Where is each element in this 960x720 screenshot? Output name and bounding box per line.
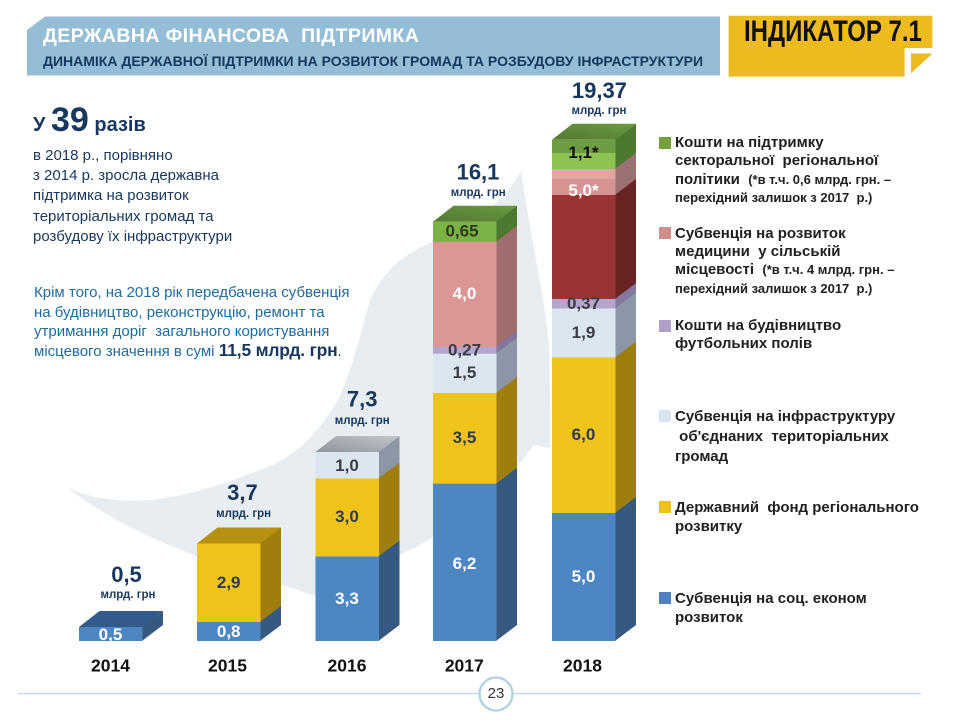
svg-text:0,5: 0,5 (111, 562, 142, 587)
svg-text:16,1: 16,1 (457, 160, 500, 185)
svg-text:0,5: 0,5 (99, 625, 123, 644)
svg-text:млрд. грн: млрд. грн (451, 187, 506, 199)
svg-text:3,3: 3,3 (335, 589, 359, 608)
svg-text:1,0: 1,0 (335, 456, 359, 475)
svg-text:млрд. грн: млрд. грн (335, 415, 390, 427)
svg-text:3,7: 3,7 (227, 480, 258, 505)
svg-text:1,1*: 1,1* (568, 143, 599, 162)
svg-text:5,0: 5,0 (572, 567, 596, 586)
svg-text:2,9: 2,9 (217, 573, 241, 592)
svg-text:5,0*: 5,0* (568, 181, 599, 200)
svg-text:6,2: 6,2 (453, 554, 477, 573)
svg-text:0,8: 0,8 (217, 622, 241, 641)
svg-text:млрд. грн: млрд. грн (571, 105, 626, 117)
svg-text:1,5: 1,5 (453, 363, 477, 382)
svg-text:1,9: 1,9 (572, 323, 596, 342)
svg-text:4,0: 4,0 (453, 284, 477, 303)
svg-text:3,0: 3,0 (335, 507, 359, 526)
svg-text:19,37: 19,37 (572, 78, 627, 103)
svg-text:2016: 2016 (328, 655, 367, 675)
svg-text:0,65: 0,65 (445, 222, 478, 241)
svg-text:2017: 2017 (445, 655, 484, 675)
svg-text:0,37: 0,37 (567, 294, 600, 313)
svg-text:2015: 2015 (208, 655, 247, 675)
svg-text:2014: 2014 (91, 655, 130, 675)
svg-text:млрд. грн: млрд. грн (216, 508, 271, 520)
svg-text:7,3: 7,3 (347, 387, 378, 412)
svg-text:3,5: 3,5 (453, 428, 477, 447)
svg-text:6,0: 6,0 (572, 425, 596, 444)
svg-text:2018: 2018 (563, 655, 602, 675)
svg-text:млрд. грн: млрд. грн (100, 589, 155, 601)
svg-text:0,27: 0,27 (448, 341, 481, 360)
